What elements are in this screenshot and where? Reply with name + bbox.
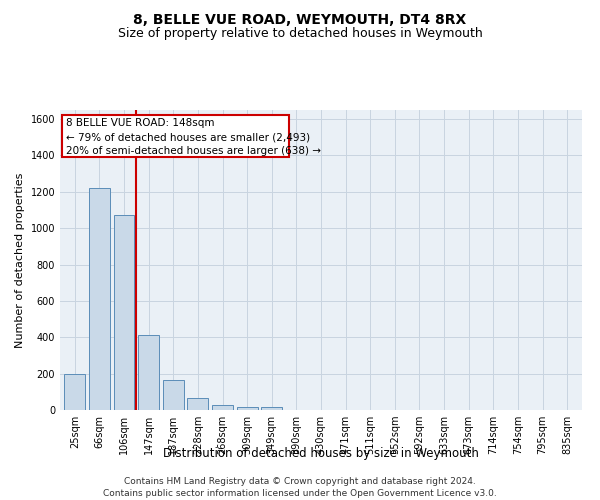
Text: Contains public sector information licensed under the Open Government Licence v3: Contains public sector information licen… bbox=[103, 489, 497, 498]
Bar bbox=[163, 380, 184, 410]
Bar bbox=[212, 406, 233, 410]
Text: Contains HM Land Registry data © Crown copyright and database right 2024.: Contains HM Land Registry data © Crown c… bbox=[124, 478, 476, 486]
Text: 8 BELLE VUE ROAD: 148sqm
← 79% of detached houses are smaller (2,493)
20% of sem: 8 BELLE VUE ROAD: 148sqm ← 79% of detach… bbox=[66, 118, 321, 156]
Bar bbox=[236, 408, 257, 410]
Text: Size of property relative to detached houses in Weymouth: Size of property relative to detached ho… bbox=[118, 28, 482, 40]
Bar bbox=[89, 188, 110, 410]
FancyBboxPatch shape bbox=[62, 116, 289, 158]
Bar bbox=[187, 398, 208, 410]
Text: Distribution of detached houses by size in Weymouth: Distribution of detached houses by size … bbox=[163, 448, 479, 460]
Text: 8, BELLE VUE ROAD, WEYMOUTH, DT4 8RX: 8, BELLE VUE ROAD, WEYMOUTH, DT4 8RX bbox=[133, 12, 467, 26]
Bar bbox=[113, 216, 134, 410]
Bar bbox=[261, 408, 282, 410]
Bar bbox=[138, 336, 159, 410]
Y-axis label: Number of detached properties: Number of detached properties bbox=[15, 172, 25, 348]
Bar bbox=[64, 374, 85, 410]
